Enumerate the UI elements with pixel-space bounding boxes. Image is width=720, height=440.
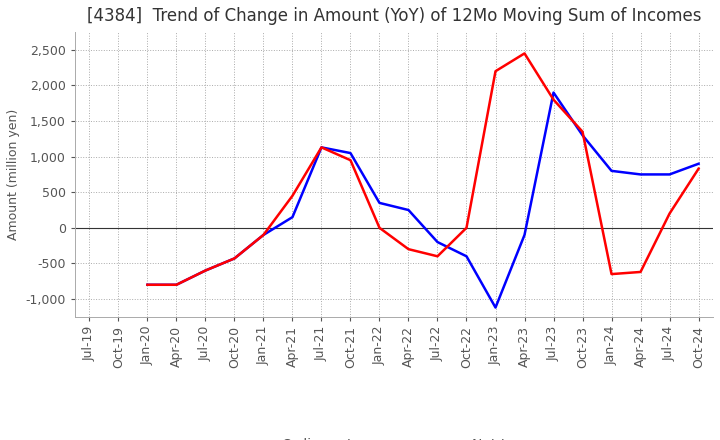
Y-axis label: Amount (million yen): Amount (million yen) <box>7 109 20 240</box>
Ordinary Income <box>433 239 442 245</box>
Title: [4384]  Trend of Change in Amount (YoY) of 12Mo Moving Sum of Incomes: [4384] Trend of Change in Amount (YoY) o… <box>86 7 701 25</box>
Net Income <box>607 271 616 277</box>
Ordinary Income <box>694 161 703 166</box>
Ordinary Income <box>404 207 413 213</box>
Ordinary Income <box>288 214 297 220</box>
Ordinary Income <box>520 232 528 238</box>
Ordinary Income <box>259 232 268 238</box>
Ordinary Income <box>346 150 355 156</box>
Net Income <box>549 97 558 103</box>
Ordinary Income <box>607 168 616 173</box>
Ordinary Income <box>578 132 587 138</box>
Ordinary Income <box>172 282 181 287</box>
Net Income <box>578 129 587 134</box>
Ordinary Income <box>375 200 384 205</box>
Net Income <box>288 193 297 198</box>
Net Income <box>317 145 325 150</box>
Net Income <box>404 246 413 252</box>
Net Income <box>375 225 384 231</box>
Net Income <box>172 282 181 287</box>
Ordinary Income <box>665 172 674 177</box>
Ordinary Income <box>230 256 239 261</box>
Net Income <box>259 232 268 238</box>
Ordinary Income <box>549 90 558 95</box>
Net Income <box>462 225 471 231</box>
Net Income <box>201 268 210 273</box>
Line: Net Income: Net Income <box>148 53 698 285</box>
Net Income <box>665 211 674 216</box>
Net Income <box>346 158 355 163</box>
Net Income <box>520 51 528 56</box>
Ordinary Income <box>143 282 152 287</box>
Ordinary Income <box>462 253 471 259</box>
Net Income <box>433 253 442 259</box>
Net Income <box>143 282 152 287</box>
Net Income <box>230 256 239 261</box>
Line: Ordinary Income: Ordinary Income <box>148 92 698 308</box>
Legend: Ordinary Income, Net Income: Ordinary Income, Net Income <box>231 433 557 440</box>
Ordinary Income <box>317 145 325 150</box>
Net Income <box>636 269 645 275</box>
Ordinary Income <box>491 305 500 310</box>
Net Income <box>491 69 500 74</box>
Net Income <box>694 166 703 171</box>
Ordinary Income <box>636 172 645 177</box>
Ordinary Income <box>201 268 210 273</box>
